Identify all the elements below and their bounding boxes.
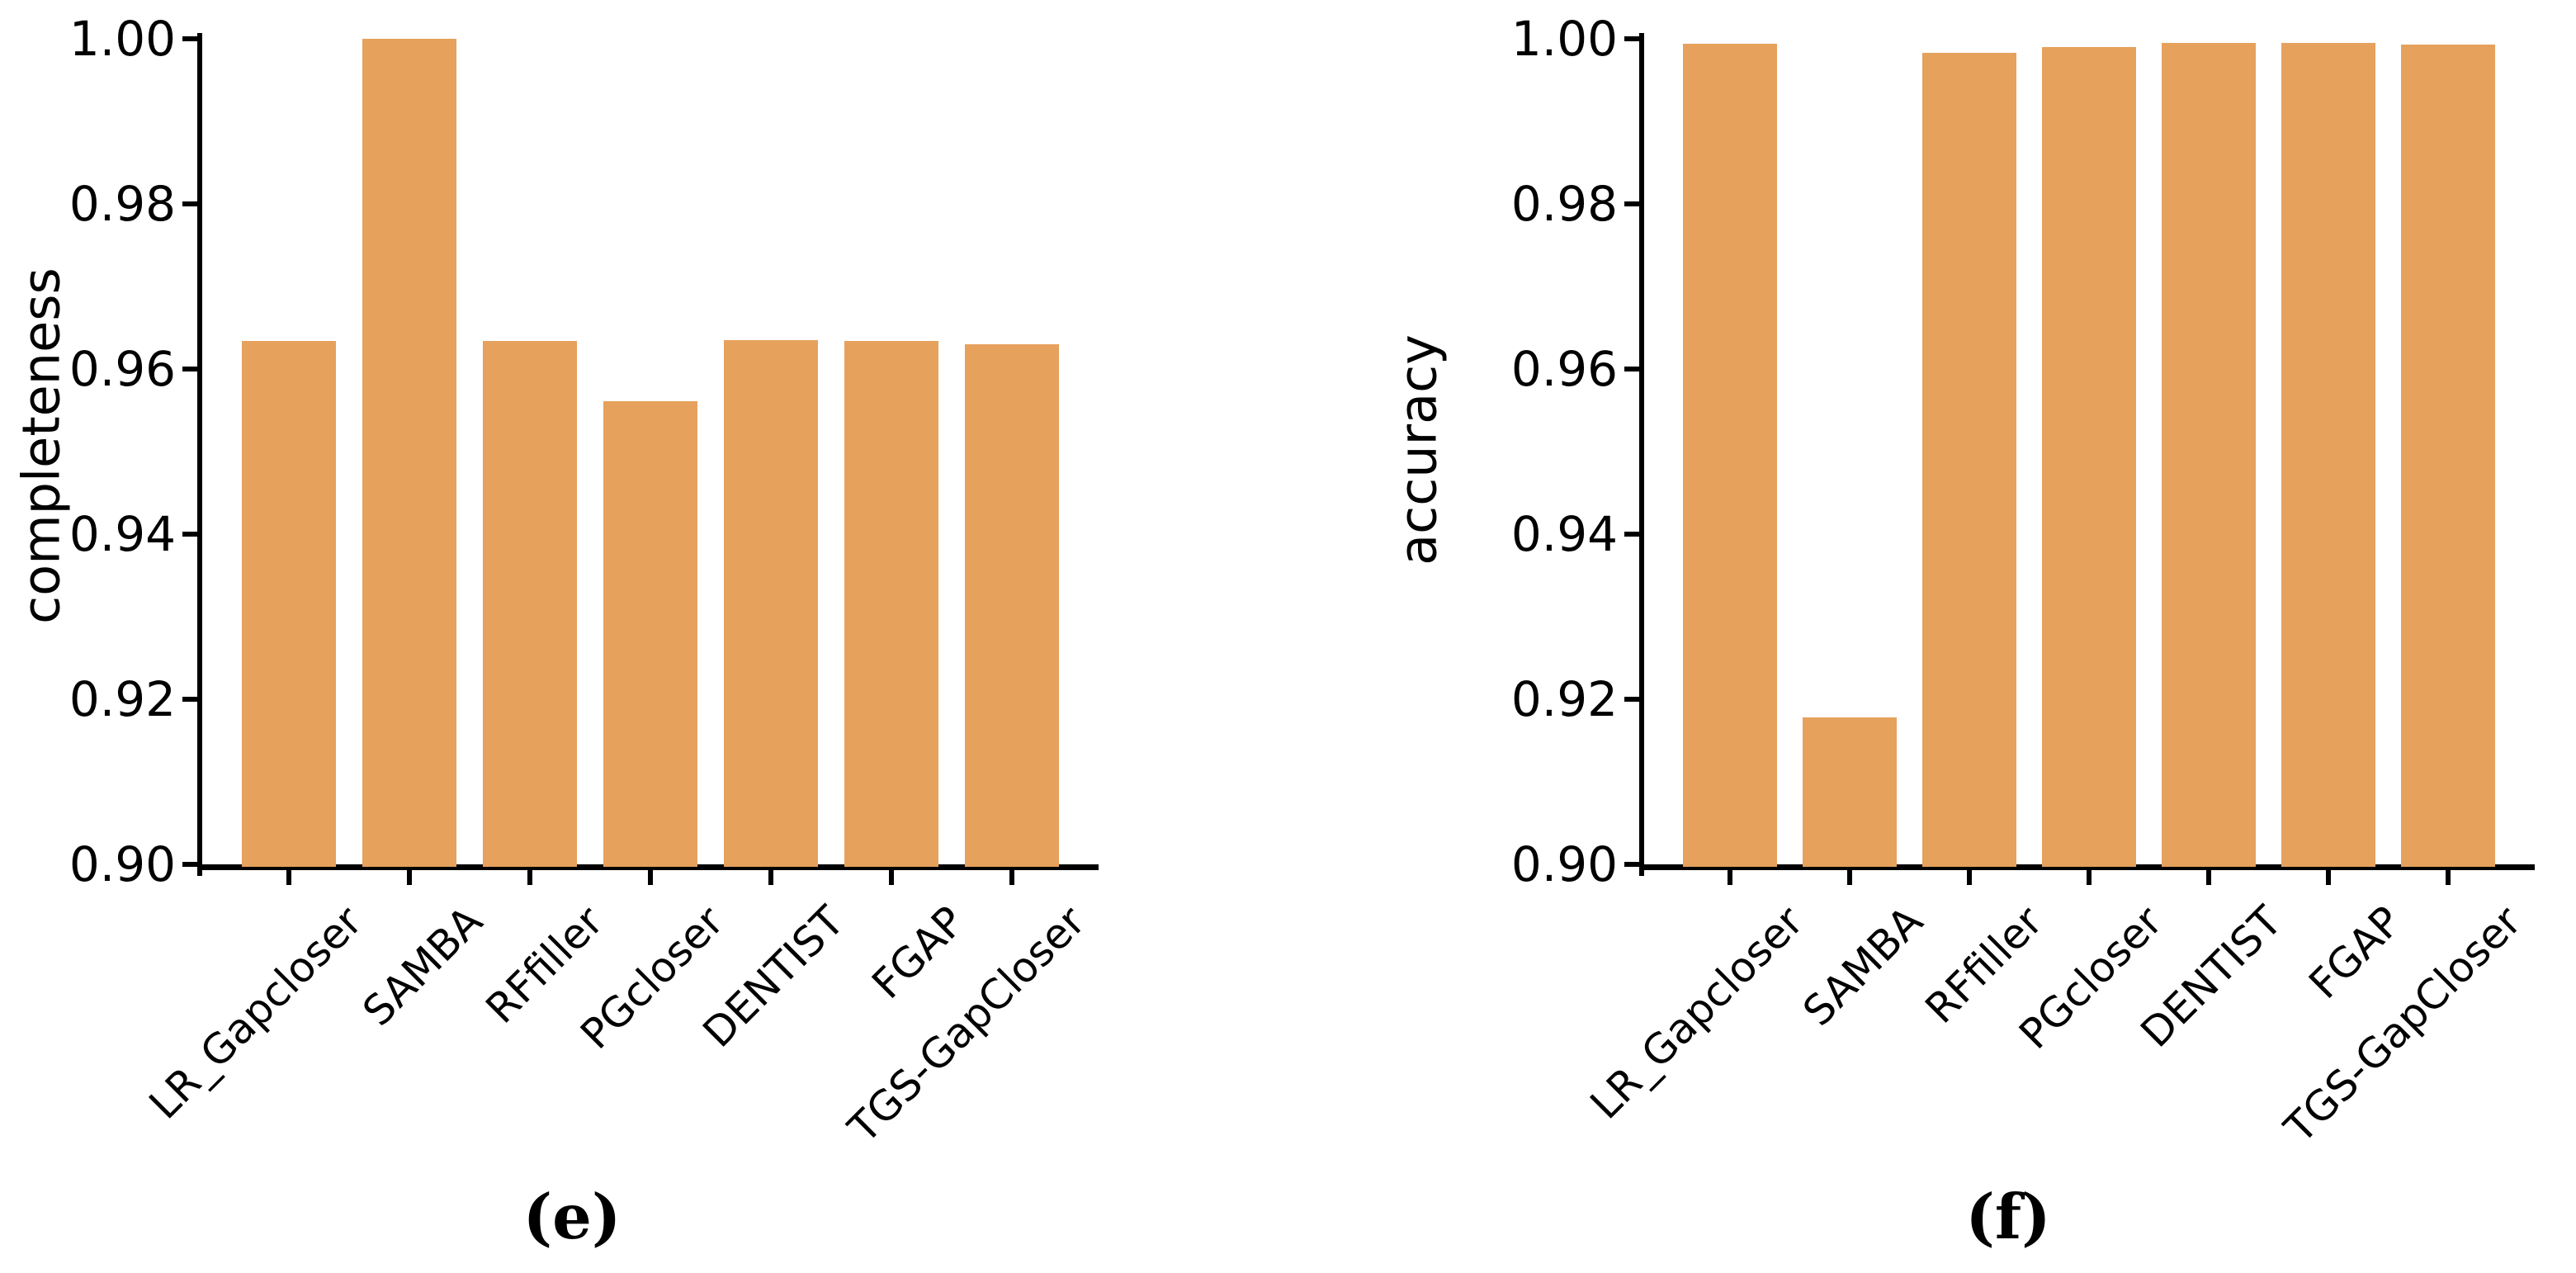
x-tick-f <box>2087 870 2092 885</box>
bar-PGcloser <box>603 401 697 867</box>
y-tick-f <box>1624 532 1639 537</box>
y-tick-label-f: 0.92 <box>1510 671 1618 727</box>
panel-caption-e: (e) <box>522 1181 622 1253</box>
bar-PGcloser <box>2042 47 2136 867</box>
y-axis-spine-f <box>1639 33 1644 876</box>
y-tick-label-f: 0.98 <box>1510 176 1618 232</box>
x-tick-e <box>527 870 532 885</box>
y-tick-label-e: 1.00 <box>69 11 176 67</box>
bar-RFfiller <box>1922 53 2016 867</box>
y-tick-f <box>1624 862 1639 867</box>
bar-DENTIST <box>724 340 818 867</box>
x-tick-e <box>889 870 894 885</box>
bar-TGS-GapCloser <box>2401 45 2495 867</box>
panel-caption-f: (f) <box>1965 1181 2051 1253</box>
y-axis-spine-e <box>197 33 202 876</box>
y-tick-label-f: 0.94 <box>1510 506 1618 562</box>
y-tick-f <box>1624 367 1639 371</box>
x-axis-spine-e <box>197 864 1099 870</box>
bar-TGS-GapCloser <box>965 344 1059 867</box>
x-tick-f <box>2446 870 2451 885</box>
bar-DENTIST <box>2162 43 2256 867</box>
x-tick-f <box>1967 870 1972 885</box>
y-tick-e <box>182 201 197 206</box>
x-tick-label-TGS-GapCloser: TGS-GapCloser <box>839 897 1094 1152</box>
y-axis-label-f: accuracy <box>1387 334 1449 566</box>
y-tick-e <box>182 367 197 371</box>
y-tick-label-e: 0.94 <box>69 506 176 562</box>
x-axis-spine-f <box>1639 864 2535 870</box>
x-tick-e <box>648 870 653 885</box>
y-axis-label-e: completeness <box>11 267 72 624</box>
x-tick-f <box>1847 870 1852 885</box>
y-tick-label-e: 0.96 <box>69 341 176 397</box>
bar-FGAP <box>844 341 938 867</box>
x-tick-f <box>2206 870 2211 885</box>
bar-SAMBA <box>1803 717 1897 867</box>
y-tick-label-f: 0.90 <box>1510 836 1618 892</box>
y-tick-f <box>1624 697 1639 702</box>
x-tick-f <box>2326 870 2331 885</box>
bar-LR_Gapcloser <box>1683 44 1777 867</box>
x-tick-e <box>286 870 291 885</box>
bar-LR_Gapcloser <box>242 341 336 867</box>
y-tick-label-f: 1.00 <box>1510 11 1618 67</box>
y-tick-label-e: 0.92 <box>69 671 176 727</box>
bar-FGAP <box>2281 43 2375 867</box>
x-tick-e <box>1009 870 1014 885</box>
bar-RFfiller <box>483 341 577 867</box>
x-tick-e <box>407 870 412 885</box>
x-tick-f <box>1728 870 1732 885</box>
y-tick-f <box>1624 201 1639 206</box>
y-tick-label-e: 0.90 <box>69 836 176 892</box>
y-tick-label-e: 0.98 <box>69 176 176 232</box>
bar-SAMBA <box>362 39 456 867</box>
x-tick-e <box>768 870 773 885</box>
y-tick-e <box>182 862 197 867</box>
y-tick-label-f: 0.96 <box>1510 341 1618 397</box>
y-tick-e <box>182 36 197 41</box>
y-tick-e <box>182 697 197 702</box>
x-tick-label-TGS-GapCloser: TGS-GapCloser <box>2275 897 2531 1152</box>
y-tick-e <box>182 532 197 537</box>
y-tick-f <box>1624 36 1639 41</box>
